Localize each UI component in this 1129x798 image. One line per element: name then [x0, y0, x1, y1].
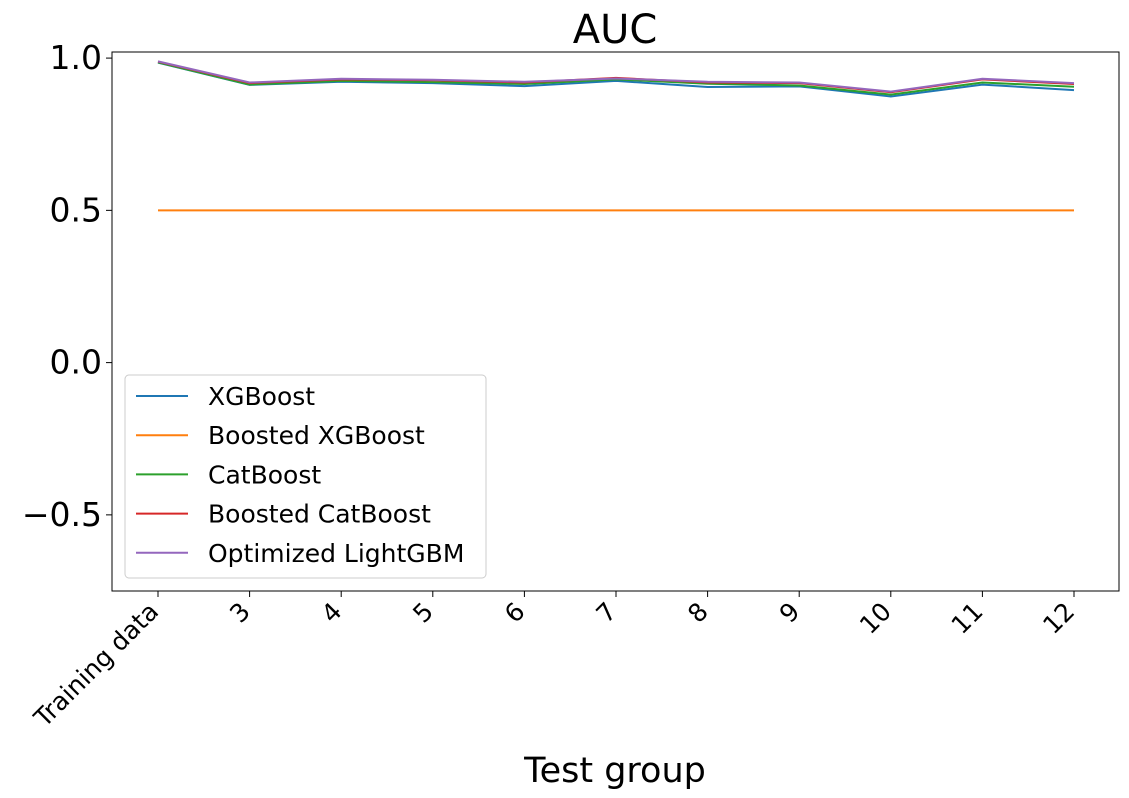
x-axis: Training data 3 4 5 6 7 8 9 10 11 12: [28, 591, 1080, 733]
legend-frame: [124, 374, 487, 579]
chart-title: AUC: [573, 7, 658, 53]
legend-label-1: Boosted XGBoost: [208, 421, 425, 450]
x-tick-label: 8: [682, 597, 714, 629]
series-line-4: [157, 60, 1075, 93]
legend-label-2: CatBoost: [208, 460, 321, 489]
x-tick-label: 9: [774, 597, 806, 629]
x-axis-label: Test group: [523, 751, 706, 791]
x-tick-label: 10: [854, 597, 897, 640]
x-tick-label: 6: [499, 597, 531, 629]
y-tick-label: 0.5: [50, 190, 102, 229]
x-tick-label: 3: [224, 597, 256, 629]
y-tick-label: 1.0: [50, 38, 102, 77]
x-tick-label: 5: [407, 597, 439, 629]
legend-label-3: Boosted CatBoost: [208, 500, 431, 529]
x-tick-label: Training data: [28, 597, 164, 733]
x-tick-label: 4: [316, 597, 348, 629]
legend-label-4: Optimized LightGBM: [208, 539, 464, 568]
x-tick-label: 11: [946, 597, 989, 640]
x-tick-label: 12: [1037, 597, 1080, 640]
y-axis: −0.5 0.0 0.5 1.0: [22, 38, 112, 534]
y-tick-label: 0.0: [50, 343, 102, 382]
legend: XGBoost Boosted XGBoost CatBoost Boosted Ca…: [124, 374, 487, 579]
legend-label-0: XGBoost: [208, 382, 315, 411]
y-tick-label: −0.5: [22, 495, 102, 534]
x-tick-label: 7: [590, 597, 622, 629]
